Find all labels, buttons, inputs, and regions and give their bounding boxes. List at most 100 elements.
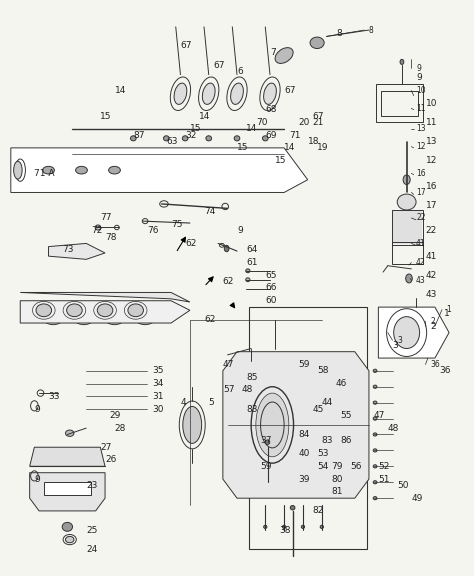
Text: 15: 15: [237, 143, 248, 153]
Text: 32: 32: [185, 131, 197, 139]
Ellipse shape: [290, 506, 295, 510]
Ellipse shape: [44, 306, 62, 321]
Text: 7: 7: [270, 48, 276, 57]
Bar: [249, 307, 366, 549]
Text: 37: 37: [261, 437, 272, 445]
Text: 5: 5: [209, 398, 214, 407]
Text: 10: 10: [416, 86, 426, 95]
Text: 43: 43: [426, 290, 437, 299]
Text: 72: 72: [91, 226, 102, 235]
Text: 16: 16: [416, 169, 426, 178]
Text: 86: 86: [341, 437, 352, 445]
Text: 73: 73: [63, 245, 74, 254]
Text: 65: 65: [265, 271, 277, 280]
Ellipse shape: [403, 175, 410, 184]
Ellipse shape: [109, 166, 120, 174]
Ellipse shape: [400, 59, 404, 65]
Text: 42: 42: [416, 258, 426, 267]
Text: 41: 41: [416, 239, 426, 248]
Bar: [376, 84, 423, 123]
Text: 9: 9: [237, 226, 243, 235]
Bar: [381, 90, 419, 116]
Text: 9: 9: [416, 73, 422, 82]
Text: 19: 19: [317, 143, 328, 153]
Text: 15: 15: [275, 156, 286, 165]
Text: 3: 3: [392, 341, 398, 350]
Ellipse shape: [373, 465, 377, 468]
Text: 13: 13: [426, 137, 437, 146]
Text: 56: 56: [350, 462, 362, 471]
Text: 12: 12: [416, 142, 426, 151]
Bar: [393, 211, 422, 244]
Text: 38: 38: [279, 525, 291, 535]
Ellipse shape: [394, 317, 419, 348]
Text: 82: 82: [312, 506, 324, 516]
Text: 67: 67: [312, 112, 324, 120]
Text: 46: 46: [336, 379, 347, 388]
Text: 62: 62: [223, 277, 234, 286]
Text: 34: 34: [152, 379, 164, 388]
Text: 62: 62: [185, 239, 197, 248]
Text: 21: 21: [312, 118, 324, 127]
Ellipse shape: [246, 278, 250, 282]
Text: 60: 60: [265, 296, 277, 305]
Text: 14: 14: [246, 124, 258, 133]
Text: 84: 84: [298, 430, 310, 439]
Ellipse shape: [130, 136, 136, 141]
Text: 11: 11: [426, 118, 437, 127]
Polygon shape: [20, 301, 190, 323]
Text: 78: 78: [105, 233, 117, 241]
Bar: [392, 242, 423, 264]
Text: 33: 33: [48, 392, 60, 401]
Text: 28: 28: [115, 423, 126, 433]
Text: 16: 16: [426, 181, 437, 191]
Text: 59: 59: [261, 462, 272, 471]
Ellipse shape: [373, 497, 377, 500]
Text: 51: 51: [378, 475, 390, 484]
Text: 48: 48: [242, 385, 253, 395]
Text: 87: 87: [133, 131, 145, 139]
Ellipse shape: [373, 449, 377, 452]
Text: 1: 1: [447, 305, 451, 314]
Ellipse shape: [373, 417, 377, 420]
Text: 9: 9: [416, 64, 421, 73]
Text: 9: 9: [35, 404, 40, 414]
Text: 10: 10: [426, 99, 437, 108]
Ellipse shape: [128, 304, 144, 317]
Ellipse shape: [373, 480, 377, 484]
Text: 35: 35: [152, 366, 164, 376]
Text: 66: 66: [265, 283, 277, 293]
Text: 18: 18: [308, 137, 319, 146]
Text: 31: 31: [152, 392, 164, 401]
Ellipse shape: [65, 430, 74, 437]
Ellipse shape: [97, 304, 113, 317]
Text: 79: 79: [331, 462, 343, 471]
Text: 12: 12: [426, 156, 437, 165]
Text: 57: 57: [223, 385, 234, 395]
Ellipse shape: [264, 83, 276, 104]
Text: 3: 3: [397, 336, 402, 344]
Text: 40: 40: [298, 449, 310, 458]
Polygon shape: [30, 473, 105, 511]
Text: 13: 13: [416, 124, 426, 133]
Polygon shape: [11, 148, 308, 192]
Text: 20: 20: [298, 118, 310, 127]
Text: 36: 36: [439, 366, 451, 376]
Text: 62: 62: [204, 315, 215, 324]
Polygon shape: [48, 244, 105, 259]
Text: 83: 83: [246, 404, 258, 414]
Ellipse shape: [246, 269, 250, 272]
Text: 71: 71: [289, 131, 301, 139]
Text: 14: 14: [284, 143, 295, 153]
Text: 11: 11: [416, 104, 426, 113]
Text: 23: 23: [86, 481, 98, 490]
Text: 47: 47: [374, 411, 385, 420]
Ellipse shape: [397, 194, 416, 210]
Ellipse shape: [320, 525, 323, 528]
Ellipse shape: [263, 136, 268, 141]
Ellipse shape: [65, 536, 74, 543]
Text: 44: 44: [322, 398, 333, 407]
Text: 36: 36: [430, 360, 440, 369]
Ellipse shape: [202, 83, 215, 104]
Text: 85: 85: [246, 373, 258, 382]
